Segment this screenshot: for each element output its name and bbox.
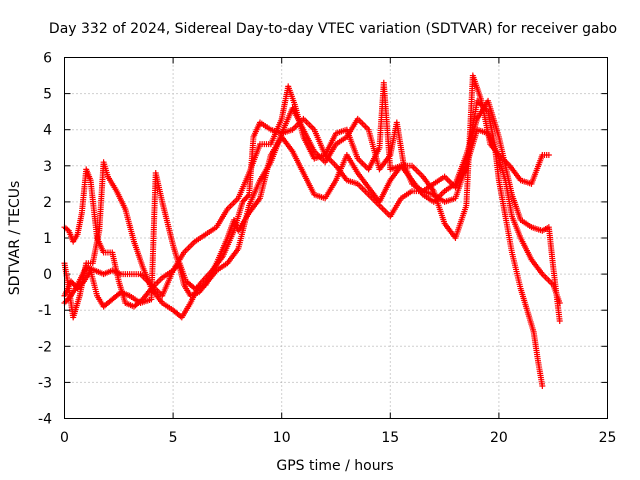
y-tick-label: 6 xyxy=(43,51,52,67)
data-points xyxy=(61,72,563,390)
y-tick-label: 0 xyxy=(43,267,52,283)
y-tick-label: 2 xyxy=(43,195,52,211)
chart-title: Day 332 of 2024, Sidereal Day-to-day VTE… xyxy=(49,21,617,37)
data-point xyxy=(539,383,546,390)
series-track-4 xyxy=(61,97,563,325)
x-axis-label: GPS time / hours xyxy=(276,458,393,474)
series-track-3 xyxy=(61,97,546,390)
x-tick-label: 20 xyxy=(490,430,508,446)
x-tick-label: 25 xyxy=(599,430,617,446)
y-tick-label: -2 xyxy=(38,339,52,355)
plot-frame xyxy=(64,57,608,419)
x-tick-label: 10 xyxy=(273,430,291,446)
data-point xyxy=(556,318,563,325)
y-tick-label: 1 xyxy=(43,231,52,247)
y-axis-label: SDTVAR / TECUs xyxy=(7,181,23,296)
y-tick-label: -4 xyxy=(38,412,52,428)
y-tick-label: -1 xyxy=(38,303,52,319)
grid-layer xyxy=(64,57,608,419)
x-tick-label: 0 xyxy=(60,430,69,446)
axes: 0 5 10 15 20 25 -4 -3 -2 -1 0 1 2 3 4 5 6 xyxy=(38,51,616,447)
data-point xyxy=(545,151,552,158)
x-tick-label: 5 xyxy=(169,430,178,446)
y-tick-label: 4 xyxy=(43,123,52,139)
y-tick-label: -3 xyxy=(38,375,52,391)
y-tick-label: 5 xyxy=(43,87,52,103)
y-tick-label: 3 xyxy=(43,159,52,175)
x-tick-label: 15 xyxy=(381,430,399,446)
